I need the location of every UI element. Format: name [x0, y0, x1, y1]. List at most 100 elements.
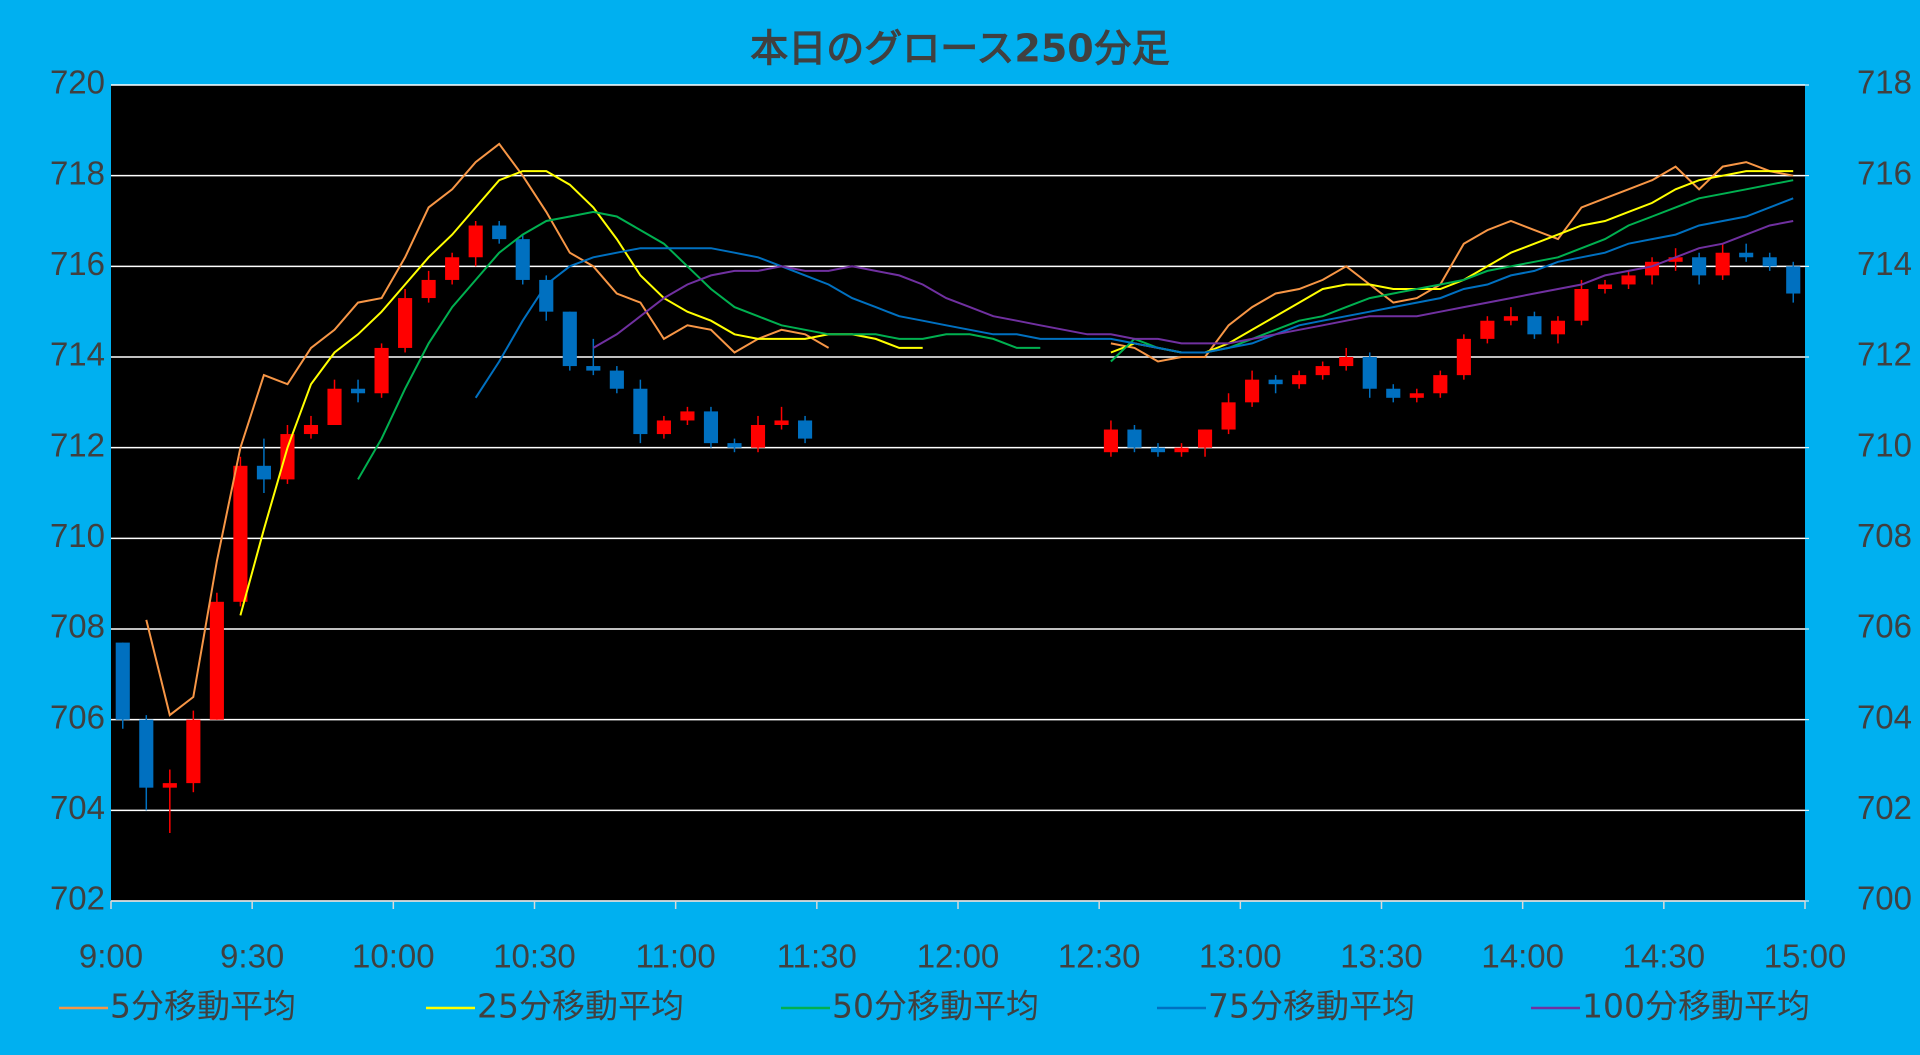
legend-label: 50分移動平均 — [832, 987, 1039, 1026]
candle-body — [750, 425, 766, 448]
y-tick-label: 718 — [50, 154, 105, 191]
y2-tick-label: 716 — [1857, 154, 1912, 191]
x-tick-label: 11:30 — [777, 938, 857, 975]
x-tick-label: 13:00 — [1199, 938, 1282, 975]
x-tick-label: 9:30 — [220, 938, 284, 975]
candle-body — [515, 239, 530, 280]
plot-area — [111, 85, 1805, 901]
x-tick-label: 14:30 — [1623, 938, 1706, 975]
ma-line — [145, 142, 1794, 717]
candle-body — [798, 420, 813, 439]
y-tick-label: 708 — [50, 608, 105, 645]
candle-body — [1221, 402, 1236, 430]
candle-body — [327, 388, 342, 425]
candle-body — [1668, 257, 1683, 262]
candle-body — [1786, 266, 1801, 294]
candle-body — [1339, 357, 1354, 367]
candle-body — [1174, 447, 1189, 453]
legend-label: 100分移動平均 — [1582, 987, 1810, 1026]
candle-body — [1480, 320, 1495, 339]
y-tick-label: 706 — [50, 698, 105, 735]
candle-body — [1268, 379, 1283, 385]
candle-body — [233, 465, 248, 602]
candle-body — [303, 425, 319, 435]
y2-tick-label: 708 — [1857, 517, 1912, 554]
candle-body — [445, 257, 460, 280]
x-tick-label: 14:00 — [1481, 938, 1564, 975]
x-tick-label: 11:00 — [636, 938, 716, 975]
candle-body — [139, 719, 154, 788]
y2-tick-label: 704 — [1857, 698, 1912, 735]
x-tick-label: 15:00 — [1764, 938, 1847, 975]
candle-body — [1762, 257, 1777, 267]
x-tick-label: 13:30 — [1340, 938, 1423, 975]
candle-body — [1150, 447, 1166, 453]
candle-body — [350, 388, 366, 394]
y2-tick-label: 714 — [1857, 245, 1912, 282]
candle-body — [680, 411, 695, 421]
y2-tick-label: 706 — [1857, 608, 1912, 645]
ma-line — [474, 197, 1794, 399]
candle-body — [115, 642, 130, 720]
candle-body — [609, 370, 624, 389]
candle-body — [209, 601, 224, 720]
candle-body — [1456, 338, 1471, 376]
candle-body — [1197, 429, 1213, 448]
candle-body — [1739, 252, 1754, 258]
y2-tick-label: 718 — [1857, 64, 1912, 101]
candle-body — [280, 434, 295, 480]
x-tick-label: 10:00 — [352, 938, 435, 975]
y-tick-label: 712 — [50, 426, 105, 463]
candle-body — [727, 443, 742, 448]
candle-body — [421, 279, 436, 299]
y2-tick-label: 700 — [1857, 880, 1912, 917]
ma-line — [239, 170, 1794, 616]
candle-body — [1715, 252, 1730, 276]
candle-body — [1292, 375, 1307, 385]
y-tick-label: 720 — [50, 64, 105, 101]
candle-body — [1386, 388, 1401, 398]
y2-tick-label: 710 — [1857, 426, 1912, 463]
candle-body — [1621, 275, 1636, 285]
y-tick-label: 716 — [50, 245, 105, 282]
candle-body — [539, 279, 554, 312]
candle-body — [774, 420, 789, 425]
candle-body — [1362, 357, 1377, 389]
candle-body — [1574, 289, 1589, 321]
y2-tick-label: 712 — [1857, 336, 1912, 373]
candle-body — [1409, 393, 1424, 398]
y-tick-label: 714 — [50, 336, 105, 373]
candle-body — [1527, 316, 1542, 335]
candle-body — [398, 298, 413, 348]
candle-body — [1692, 257, 1707, 276]
candle-body — [162, 783, 177, 788]
candle-body — [1433, 375, 1448, 394]
legend-label: 25分移動平均 — [477, 987, 684, 1026]
y-tick-label: 704 — [50, 789, 105, 826]
candle-body — [468, 225, 483, 258]
candle-body — [1315, 366, 1330, 376]
candle-body — [633, 388, 648, 435]
y-tick-label: 702 — [50, 880, 105, 917]
candle-body — [1127, 429, 1142, 448]
y-tick-label: 710 — [50, 517, 105, 554]
ma-line — [592, 220, 1794, 349]
candle-body — [562, 311, 577, 367]
candle-body — [1245, 379, 1260, 403]
candle-body — [1597, 284, 1613, 289]
candle-body — [256, 465, 271, 480]
legend-label: 5分移動平均 — [110, 987, 296, 1026]
candle-body — [586, 366, 601, 371]
candle-body — [492, 225, 507, 240]
candle-body — [1103, 429, 1118, 453]
candle-body — [1503, 316, 1518, 321]
x-tick-label: 12:30 — [1058, 938, 1141, 975]
y2-tick-label: 702 — [1857, 789, 1912, 826]
candle-body — [374, 347, 389, 394]
x-tick-label: 10:30 — [493, 938, 576, 975]
candle-body — [1550, 320, 1566, 335]
chart-title: 本日のグロース250分足 — [750, 27, 1169, 71]
legend-label: 75分移動平均 — [1208, 987, 1415, 1026]
x-tick-label: 9:00 — [79, 938, 143, 975]
